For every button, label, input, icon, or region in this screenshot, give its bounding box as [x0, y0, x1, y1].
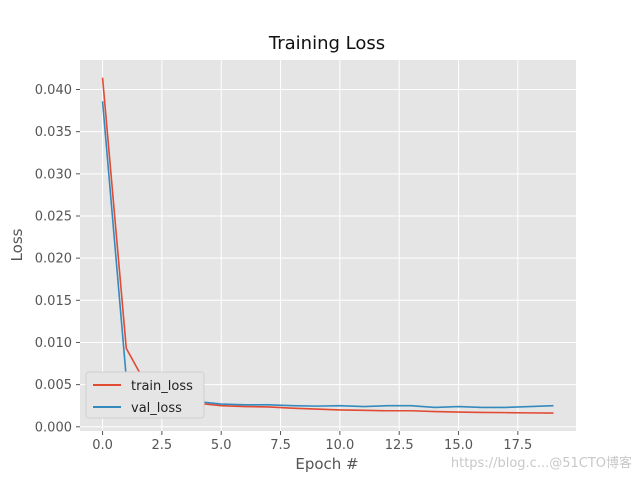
- y-tick-label: 0.040: [35, 83, 72, 98]
- legend: train_loss val_loss: [85, 371, 205, 419]
- x-tick-label: 12.5: [385, 438, 414, 453]
- x-axis-label: Epoch #: [295, 455, 358, 473]
- x-tick-label: 5.0: [211, 438, 232, 453]
- y-tick-label: 0.030: [35, 167, 72, 182]
- x-tick-label: 10.0: [325, 438, 354, 453]
- y-tick-label: 0.035: [35, 125, 72, 140]
- axis-ticks: 0.0 2.5 5.0 7.5 10.0 12.5 15.0 17.5 0.000 0.005 0.…: [35, 83, 533, 453]
- x-tick-label: 0.0: [92, 438, 113, 453]
- legend-label-train-loss: train_loss: [131, 379, 193, 394]
- y-tick-label: 0.025: [35, 209, 72, 224]
- legend-label-val-loss: val_loss: [131, 401, 182, 416]
- x-tick-label: 2.5: [152, 438, 173, 453]
- y-tick-label: 0.010: [35, 336, 72, 351]
- y-tick-label: 0.020: [35, 252, 72, 267]
- grid-lines: [80, 60, 576, 431]
- y-tick-label: 0.000: [35, 420, 72, 435]
- y-axis-label: Loss: [8, 228, 26, 261]
- x-tick-label: 17.5: [503, 438, 532, 453]
- x-tick-label: 15.0: [444, 438, 473, 453]
- y-tick-label: 0.015: [35, 294, 72, 309]
- plot-background: [80, 60, 576, 431]
- chart-title: Training Loss: [268, 33, 385, 54]
- y-tick-label: 0.005: [35, 378, 72, 393]
- x-tick-label: 7.5: [270, 438, 291, 453]
- watermark: https://blog.c...@51CTO博客: [451, 455, 632, 471]
